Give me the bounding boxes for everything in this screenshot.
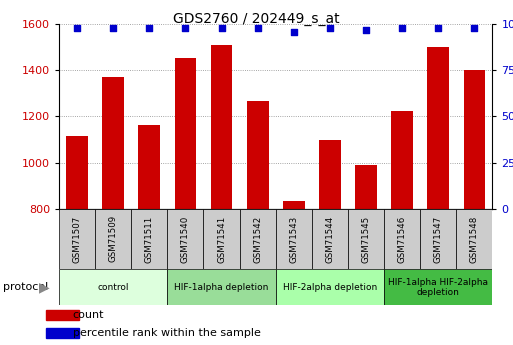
Point (434, 25, 442, 31)
Bar (174, 58, 196, 209)
FancyBboxPatch shape (59, 209, 95, 269)
FancyBboxPatch shape (348, 209, 384, 269)
Text: GSM71548: GSM71548 (470, 215, 479, 263)
Text: GSM71545: GSM71545 (362, 215, 370, 263)
Text: GSM71541: GSM71541 (217, 215, 226, 263)
Text: GSM71507: GSM71507 (72, 215, 82, 263)
FancyBboxPatch shape (167, 209, 204, 269)
Bar (391, 111, 413, 209)
Bar (247, 101, 268, 209)
Text: GSM71540: GSM71540 (181, 215, 190, 263)
Bar (139, 125, 160, 209)
Bar (46, 310, 79, 320)
Text: GDS2760 / 202449_s_at: GDS2760 / 202449_s_at (173, 12, 340, 26)
Point (73, 25, 81, 31)
Bar (319, 139, 341, 209)
Point (253, 25, 262, 31)
Text: control: control (97, 283, 129, 292)
Point (109, 25, 117, 31)
Text: ▶: ▶ (40, 280, 50, 294)
Text: percentile rank within the sample: percentile rank within the sample (73, 328, 261, 338)
Point (470, 25, 479, 31)
Bar (464, 70, 485, 209)
FancyBboxPatch shape (167, 269, 275, 305)
Text: protocol: protocol (3, 282, 48, 292)
Text: GSM71544: GSM71544 (325, 215, 334, 263)
Text: HIF-1alpha HIF-2alpha
depletion: HIF-1alpha HIF-2alpha depletion (388, 277, 488, 297)
Text: GSM71546: GSM71546 (398, 215, 407, 263)
FancyBboxPatch shape (204, 209, 240, 269)
Text: HIF-1alpha depletion: HIF-1alpha depletion (174, 283, 269, 292)
Point (145, 25, 153, 31)
FancyBboxPatch shape (312, 209, 348, 269)
FancyBboxPatch shape (275, 269, 384, 305)
FancyBboxPatch shape (275, 209, 312, 269)
Text: GSM71547: GSM71547 (434, 215, 443, 263)
Bar (355, 165, 377, 209)
Bar (283, 201, 305, 209)
Bar (46, 328, 79, 338)
Bar (102, 77, 124, 209)
Text: GSM71543: GSM71543 (289, 215, 298, 263)
Point (181, 25, 189, 31)
Text: GSM71511: GSM71511 (145, 215, 154, 263)
Text: GSM71509: GSM71509 (109, 215, 117, 263)
FancyBboxPatch shape (240, 209, 275, 269)
FancyBboxPatch shape (420, 209, 457, 269)
FancyBboxPatch shape (95, 209, 131, 269)
Text: GSM71542: GSM71542 (253, 215, 262, 263)
FancyBboxPatch shape (131, 209, 167, 269)
Point (398, 25, 406, 31)
FancyBboxPatch shape (457, 209, 492, 269)
Point (218, 25, 226, 31)
Text: count: count (73, 310, 104, 320)
Point (326, 25, 334, 31)
Bar (427, 47, 449, 209)
FancyBboxPatch shape (59, 269, 167, 305)
Bar (66, 136, 88, 209)
Text: HIF-2alpha depletion: HIF-2alpha depletion (283, 283, 377, 292)
Point (362, 27, 370, 32)
FancyBboxPatch shape (384, 209, 420, 269)
Bar (211, 45, 232, 209)
Point (290, 29, 298, 34)
FancyBboxPatch shape (384, 269, 492, 305)
